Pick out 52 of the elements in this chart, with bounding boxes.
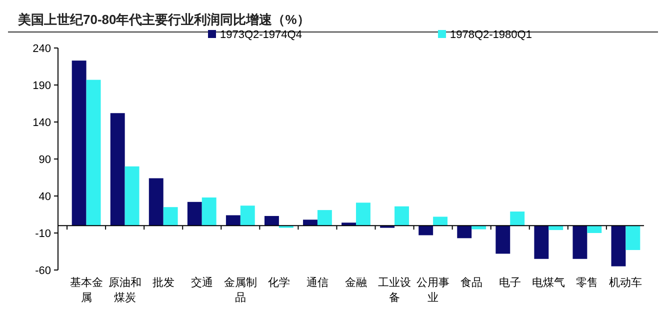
x-tick-label: 基本金属 (70, 276, 103, 304)
chart-title: 美国上世纪70-80年代主要行业利润同比增速（%） (17, 12, 310, 27)
bar (86, 80, 101, 226)
y-tick-label: 90 (38, 154, 51, 166)
bar (317, 210, 332, 226)
bar (611, 226, 626, 266)
bar (187, 202, 202, 226)
bar (510, 212, 525, 226)
x-tick-label: 食品 (460, 277, 483, 289)
bar (264, 216, 279, 226)
x-tick-label: 金融 (345, 277, 367, 289)
y-tick-label: 240 (32, 43, 51, 55)
bar (496, 226, 510, 254)
bar (202, 197, 216, 226)
x-tick-label: 机动车 (609, 276, 642, 289)
x-tick-label: 批发 (152, 277, 174, 289)
bar (356, 202, 370, 226)
y-tick-label: -10 (35, 228, 51, 240)
bar (110, 113, 125, 226)
x-tick-label: 交通 (190, 276, 213, 289)
x-tick-label: 金属制品 (224, 276, 257, 304)
y-tick-label: 190 (32, 80, 51, 92)
bar (163, 207, 178, 226)
bar (626, 226, 640, 250)
y-tick-label: -60 (35, 265, 51, 277)
bar (534, 226, 549, 259)
bar (548, 226, 564, 230)
bar (418, 226, 434, 236)
x-tick-label: 通信 (306, 276, 328, 289)
bar (457, 226, 472, 238)
x-tick-label: 公用事业 (416, 276, 450, 304)
x-tick-label: 化学 (268, 277, 290, 289)
legend-label: 1973Q2-1974Q4 (220, 29, 302, 41)
x-tick-label: 零售 (576, 277, 598, 289)
x-tick-label: 电煤气 (532, 276, 566, 289)
x-tick-label: 原油和煤炭 (108, 276, 142, 304)
bar (394, 206, 409, 226)
bar (472, 226, 486, 230)
bar (240, 206, 255, 226)
bar (148, 178, 164, 226)
bar (433, 216, 448, 226)
bar (572, 226, 588, 259)
x-tick-label: 电子 (499, 276, 522, 289)
bar (587, 226, 602, 233)
bar (303, 220, 318, 226)
bar (226, 215, 240, 226)
bar (124, 166, 140, 226)
y-tick-label: 40 (38, 191, 51, 203)
bar (72, 60, 86, 226)
legend-label: 1978Q2-1980Q1 (450, 29, 532, 41)
y-tick-label: 140 (32, 117, 51, 129)
x-tick-label: 工业设备 (378, 276, 412, 304)
